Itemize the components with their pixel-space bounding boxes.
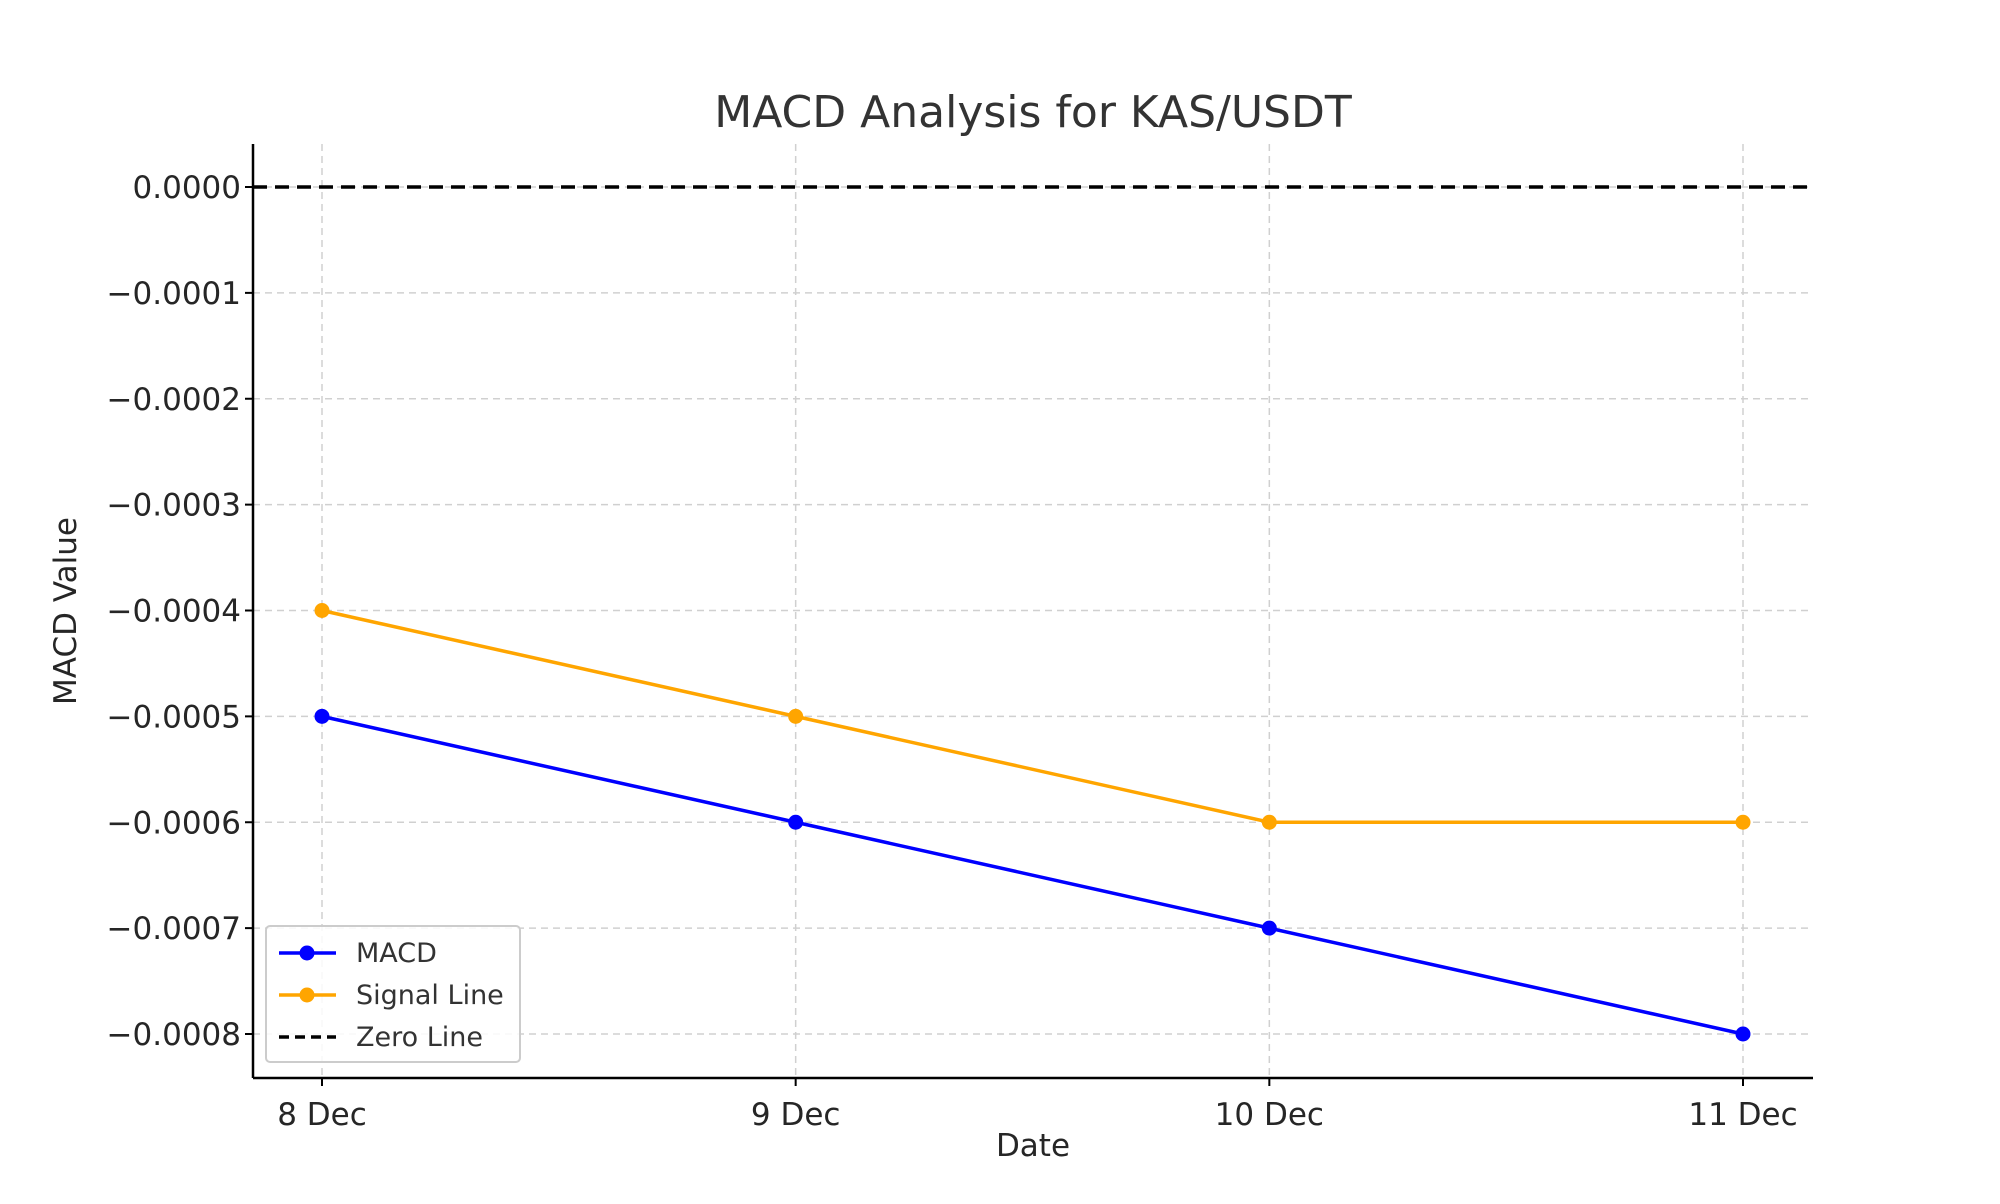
y-tick-label: −0.0002 (107, 382, 241, 418)
x-tick-label: 11 Dec (1688, 1097, 1797, 1133)
legend-label-macd: MACD (356, 938, 437, 969)
macd-point (1261, 920, 1277, 936)
legend: MACD Signal Line Zero Line (265, 925, 521, 1063)
signal-line-point (1261, 814, 1277, 830)
legend-label-zero-line: Zero Line (356, 1022, 483, 1053)
legend-marker-macd (299, 945, 315, 961)
y-tick-label: 0.0000 (133, 170, 241, 206)
signal-line-point (788, 708, 804, 724)
y-axis-label: MACD Value (48, 517, 84, 705)
x-tick-label: 9 Dec (751, 1097, 841, 1133)
signal-line-point (1735, 814, 1751, 830)
y-tick-label: −0.0001 (107, 276, 241, 312)
y-tick-label: −0.0005 (107, 699, 241, 735)
y-tick-label: −0.0008 (107, 1017, 241, 1053)
axes (245, 144, 1813, 1086)
legend-marker-signal-line (299, 987, 315, 1003)
signal-line-line (321, 608, 1743, 824)
y-tick-label: −0.0003 (107, 488, 241, 524)
x-tick-label: 10 Dec (1215, 1097, 1324, 1133)
macd-point (788, 814, 804, 830)
macd-point (1735, 1026, 1751, 1042)
x-tick-label: 8 Dec (277, 1097, 367, 1133)
macd-line (321, 714, 1744, 1036)
macd-point (314, 708, 330, 724)
x-axis-label: Date (996, 1128, 1070, 1164)
signal-line-point (314, 603, 330, 618)
legend-label-signal-line: Signal Line (356, 980, 504, 1011)
tick-labels: 8 Dec 9 Dec 10 Dec 11 Dec 0.0000 −0.0001 −0.00… (107, 170, 1798, 1133)
series (314, 603, 1751, 1042)
y-tick-label: −0.0006 (107, 805, 241, 841)
legend-box (265, 925, 521, 1063)
y-tick-label: −0.0004 (107, 594, 241, 630)
y-tick-label: −0.0007 (107, 911, 241, 947)
chart-title: MACD Analysis for KAS/USDT (714, 87, 1352, 138)
